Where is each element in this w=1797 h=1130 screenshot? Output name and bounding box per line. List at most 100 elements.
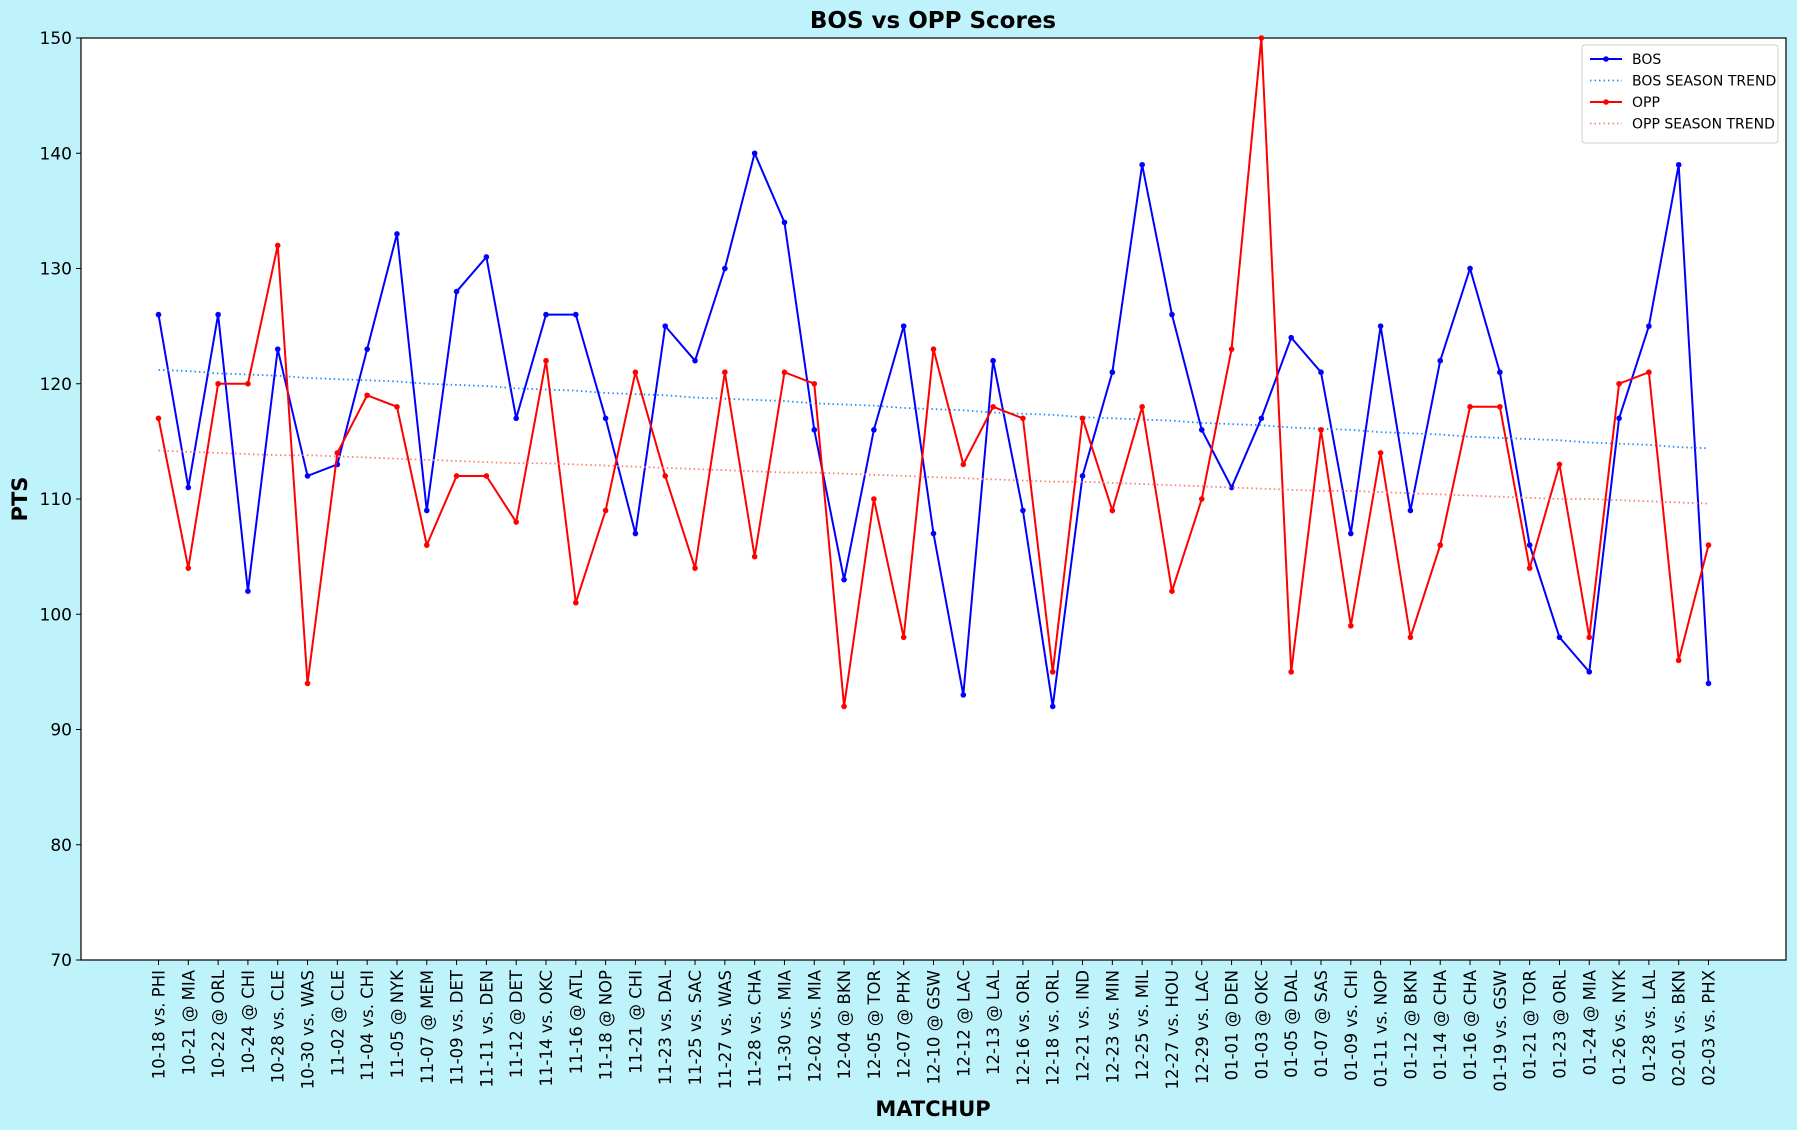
x-tick-label: 12-13 @ LAL bbox=[984, 969, 1003, 1075]
x-tick-label: 11-14 vs. OKC bbox=[537, 970, 556, 1086]
data-point bbox=[1705, 680, 1712, 687]
x-tick-label: 01-05 @ DAL bbox=[1282, 969, 1301, 1078]
data-point bbox=[900, 323, 907, 329]
data-point bbox=[632, 369, 639, 376]
data-point bbox=[245, 588, 251, 594]
x-tick-label: 10-18 vs. PHI bbox=[150, 970, 169, 1079]
data-point bbox=[1258, 35, 1265, 41]
data-point bbox=[1109, 507, 1116, 514]
data-point bbox=[1646, 323, 1652, 329]
data-point bbox=[274, 346, 281, 352]
data-point bbox=[453, 288, 460, 295]
legend-marker bbox=[1603, 56, 1609, 62]
x-tick-label: 11-11 vs. DEN bbox=[477, 970, 496, 1088]
data-point bbox=[1556, 634, 1563, 641]
x-tick-label: 01-16 @ CHA bbox=[1461, 969, 1480, 1080]
data-point bbox=[364, 392, 370, 399]
data-point bbox=[155, 311, 162, 318]
legend-label: BOS SEASON TREND bbox=[1632, 74, 1776, 90]
x-tick-label: 12-04 @ BKN bbox=[835, 970, 854, 1079]
data-point bbox=[1437, 357, 1444, 364]
data-point bbox=[1646, 369, 1652, 376]
y-axis-label: PTS bbox=[8, 477, 32, 522]
x-tick-label: 01-19 vs. GSW bbox=[1491, 970, 1510, 1092]
x-tick-label: 12-05 @ TOR bbox=[865, 970, 884, 1079]
data-point bbox=[781, 219, 788, 226]
x-tick-label: 01-26 vs. NYK bbox=[1610, 969, 1629, 1085]
data-point bbox=[1079, 415, 1086, 422]
data-point bbox=[632, 530, 639, 537]
data-point bbox=[1407, 634, 1414, 641]
data-point bbox=[1318, 427, 1324, 433]
data-point bbox=[304, 473, 311, 479]
data-point bbox=[1109, 369, 1116, 376]
data-point bbox=[1497, 369, 1503, 376]
data-point bbox=[1139, 404, 1145, 410]
x-tick-label: 11-09 vs. DET bbox=[448, 969, 467, 1085]
legend-label: OPP SEASON TREND bbox=[1632, 117, 1775, 133]
x-tick-label: 11-16 @ ATL bbox=[567, 969, 586, 1074]
x-axis-label: MATCHUP bbox=[875, 1097, 990, 1121]
data-point bbox=[1437, 542, 1444, 548]
data-point bbox=[960, 692, 967, 698]
x-tick-label: 11-27 vs. WAS bbox=[716, 970, 735, 1089]
data-point bbox=[751, 553, 758, 560]
x-tick-label: 11-12 @ DET bbox=[507, 969, 526, 1078]
data-point bbox=[1288, 334, 1294, 341]
data-point bbox=[692, 357, 698, 364]
data-point bbox=[1169, 588, 1175, 594]
data-point bbox=[781, 369, 788, 376]
data-point bbox=[1675, 161, 1682, 168]
x-tick-label: 01-24 @ MIA bbox=[1580, 969, 1599, 1075]
data-point bbox=[543, 357, 549, 364]
data-point bbox=[513, 519, 519, 525]
data-point bbox=[1198, 496, 1205, 502]
y-tick-label: 90 bbox=[50, 721, 72, 741]
data-point bbox=[811, 427, 818, 433]
data-point bbox=[871, 427, 877, 433]
x-tick-label: 01-01 @ DEN bbox=[1223, 970, 1242, 1080]
x-tick-label: 01-12 @ BKN bbox=[1401, 970, 1420, 1079]
data-point bbox=[1705, 542, 1712, 548]
x-tick-label: 01-21 @ TOR bbox=[1521, 970, 1540, 1079]
x-tick-label: 02-03 vs. PHX bbox=[1700, 970, 1719, 1086]
x-tick-label: 01-14 @ CHA bbox=[1431, 969, 1450, 1080]
data-point bbox=[185, 484, 192, 491]
data-point bbox=[990, 404, 996, 410]
data-point bbox=[1198, 427, 1205, 433]
data-point bbox=[1348, 530, 1354, 537]
data-point bbox=[662, 473, 669, 479]
x-tick-label: 01-11 vs. NOP bbox=[1372, 970, 1391, 1087]
x-tick-label: 11-23 vs. DAL bbox=[656, 969, 675, 1085]
chart-title: BOS vs OPP Scores bbox=[810, 8, 1056, 34]
y-tick-label: 70 bbox=[50, 951, 72, 971]
data-point bbox=[1616, 380, 1622, 387]
x-tick-label: 12-21 vs. IND bbox=[1074, 970, 1093, 1082]
legend-label: OPP bbox=[1632, 95, 1660, 111]
data-point bbox=[602, 507, 609, 514]
data-point bbox=[1079, 473, 1086, 479]
x-tick-label: 12-29 vs. LAC bbox=[1193, 970, 1212, 1084]
x-tick-label: 11-02 @ CLE bbox=[328, 970, 347, 1076]
data-point bbox=[722, 369, 728, 376]
data-point bbox=[930, 346, 937, 352]
data-point bbox=[394, 404, 400, 410]
x-tick-label: 10-28 vs. CLE bbox=[269, 970, 288, 1083]
data-point bbox=[1228, 346, 1235, 352]
plot-area bbox=[80, 37, 1787, 961]
data-point bbox=[543, 311, 549, 318]
data-point bbox=[1020, 507, 1026, 514]
data-point bbox=[334, 450, 341, 456]
x-tick-label: 11-18 @ NOP bbox=[597, 970, 616, 1080]
data-point bbox=[1049, 669, 1056, 675]
data-point bbox=[1228, 484, 1235, 491]
data-point bbox=[900, 634, 907, 641]
data-point bbox=[573, 599, 579, 606]
data-point bbox=[1169, 311, 1175, 318]
y-tick-label: 80 bbox=[50, 836, 72, 856]
data-point bbox=[811, 380, 818, 387]
x-tick-label: 10-24 @ CHI bbox=[239, 970, 258, 1074]
data-point bbox=[841, 703, 847, 710]
